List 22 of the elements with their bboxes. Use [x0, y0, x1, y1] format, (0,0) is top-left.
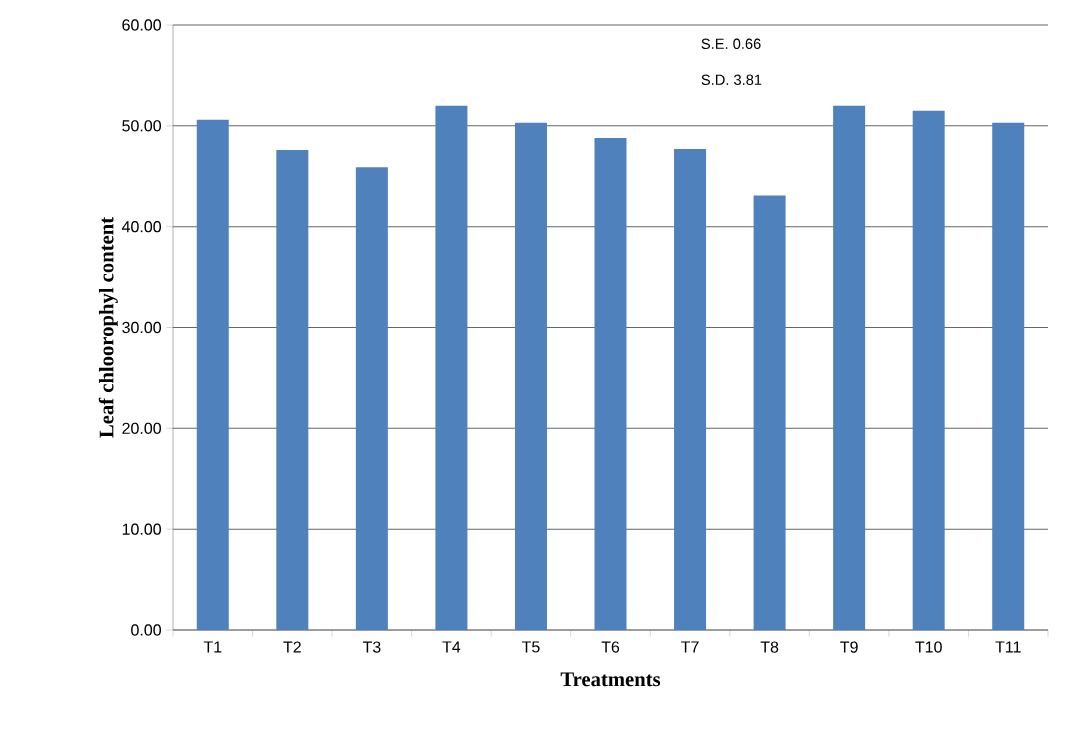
y-tick-label: 30.00	[122, 321, 161, 334]
x-tick-label: T8	[760, 641, 779, 653]
x-tick-label: T6	[601, 641, 620, 653]
x-tick-label: T10	[915, 641, 942, 653]
x-tick-label: T5	[521, 641, 540, 653]
y-tick-label: 40.00	[121, 221, 161, 233]
y-tick-label: 20.00	[122, 422, 161, 434]
y-tick-label: 60.00	[122, 19, 161, 31]
x-tick-label: T11	[995, 641, 1021, 653]
y-tick-label: 50.00	[122, 120, 161, 132]
annotation: S.E. 0.66	[701, 38, 761, 49]
annotation: S.D. 3.81	[701, 74, 762, 85]
x-tick-label: T4	[442, 641, 461, 653]
y-tick-label: 0.00	[131, 624, 162, 636]
y-tick-label: 10.00	[122, 523, 161, 535]
x-tick-label: T7	[681, 641, 699, 653]
x-tick-label: T1	[203, 641, 222, 653]
x-tick-label: T2	[283, 641, 301, 653]
x-tick-label: T9	[840, 641, 858, 653]
y-axis-title: Leaf chloorophyl content	[98, 217, 118, 438]
x-axis-title: Treatments	[560, 672, 661, 687]
x-tick-label: T3	[362, 641, 381, 653]
